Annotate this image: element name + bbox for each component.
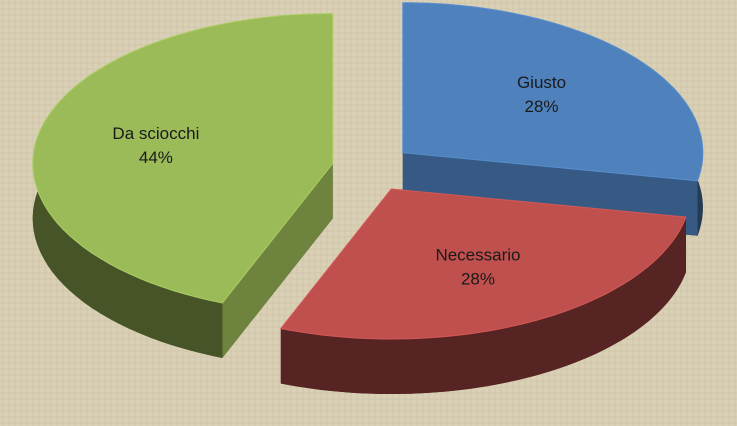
value-label: 44% xyxy=(139,148,173,167)
slice-wall xyxy=(222,163,333,358)
slice-label: Necessario xyxy=(435,245,520,264)
slice-label: Giusto xyxy=(517,73,566,92)
slice xyxy=(32,12,334,304)
slice-side xyxy=(280,217,686,394)
slice xyxy=(279,188,687,340)
slice xyxy=(402,2,704,182)
slice-label: Da sciocchi xyxy=(112,124,199,143)
value-label: 28% xyxy=(461,269,495,288)
value-label: 28% xyxy=(524,97,558,116)
